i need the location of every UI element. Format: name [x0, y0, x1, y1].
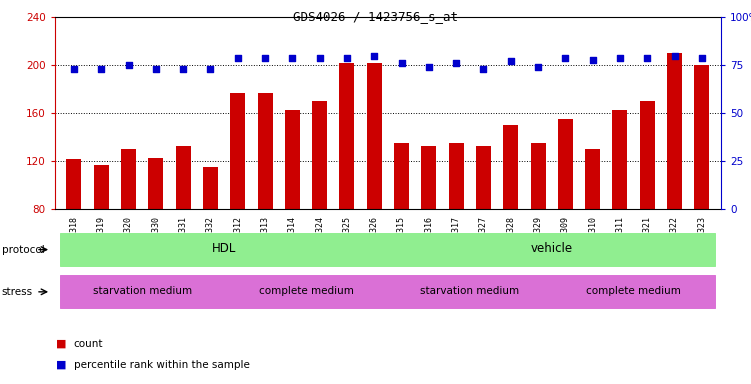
Bar	[530, 143, 545, 305]
Bar	[640, 101, 655, 305]
Text: starvation medium: starvation medium	[92, 286, 192, 296]
Point	[286, 55, 298, 61]
Text: GDS4026 / 1423756_s_at: GDS4026 / 1423756_s_at	[293, 10, 458, 23]
Bar	[667, 53, 682, 305]
Point	[532, 64, 544, 70]
Bar	[503, 125, 518, 305]
Point	[505, 58, 517, 65]
Point	[423, 64, 435, 70]
Bar	[60, 275, 224, 308]
Point	[696, 55, 708, 61]
Text: vehicle: vehicle	[531, 242, 573, 255]
Bar	[612, 110, 627, 305]
Point	[368, 53, 380, 59]
Text: count: count	[74, 339, 103, 349]
Point	[559, 55, 572, 61]
Point	[232, 55, 244, 61]
Text: complete medium: complete medium	[258, 286, 354, 296]
Bar	[388, 233, 716, 266]
Point	[641, 55, 653, 61]
Bar	[285, 110, 300, 305]
Text: starvation medium: starvation medium	[421, 286, 520, 296]
Bar	[388, 275, 552, 308]
Bar	[339, 63, 354, 305]
Bar	[394, 143, 409, 305]
Point	[450, 60, 462, 66]
Bar	[476, 146, 491, 305]
Bar	[224, 275, 388, 308]
Point	[150, 66, 162, 72]
Point	[122, 62, 134, 68]
Bar	[366, 63, 382, 305]
Point	[68, 66, 80, 72]
Point	[314, 55, 326, 61]
Bar	[203, 167, 218, 305]
Bar	[448, 143, 463, 305]
Bar	[695, 65, 710, 305]
Bar	[552, 275, 716, 308]
Text: ■: ■	[56, 339, 67, 349]
Point	[341, 55, 353, 61]
Text: percentile rank within the sample: percentile rank within the sample	[74, 360, 249, 370]
Bar	[558, 119, 573, 305]
Text: ■: ■	[56, 360, 67, 370]
Point	[587, 56, 599, 63]
Point	[95, 66, 107, 72]
Bar	[149, 158, 164, 305]
Bar	[94, 165, 109, 305]
Point	[668, 53, 680, 59]
Bar	[585, 149, 600, 305]
Point	[478, 66, 490, 72]
Bar	[312, 101, 327, 305]
Point	[177, 66, 189, 72]
Text: HDL: HDL	[212, 242, 237, 255]
Text: stress: stress	[2, 287, 32, 297]
Point	[614, 55, 626, 61]
Point	[259, 55, 271, 61]
Point	[204, 66, 216, 72]
Bar	[121, 149, 136, 305]
Bar	[66, 159, 81, 305]
Bar	[60, 233, 388, 266]
Point	[396, 60, 408, 66]
Bar	[421, 146, 436, 305]
Bar	[176, 146, 191, 305]
Text: complete medium: complete medium	[587, 286, 681, 296]
Text: protocol: protocol	[2, 245, 44, 255]
Bar	[231, 93, 246, 305]
Bar	[258, 93, 273, 305]
